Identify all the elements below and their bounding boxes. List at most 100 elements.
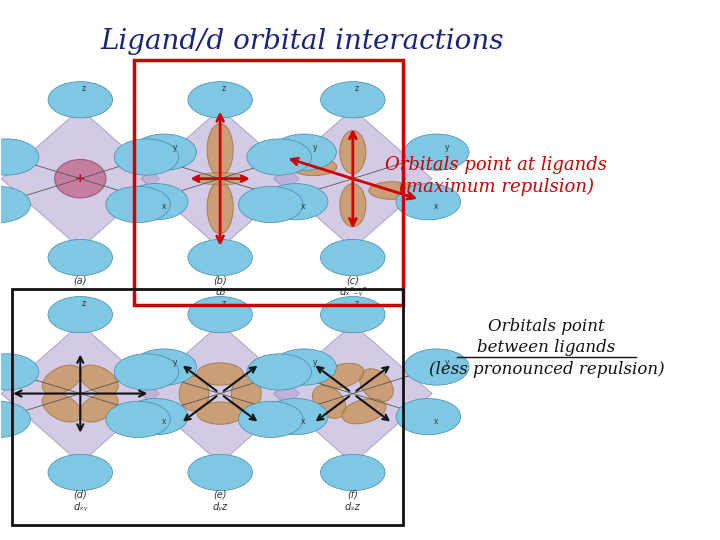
Ellipse shape	[55, 159, 106, 198]
Text: (maximum repulsion): (maximum repulsion)	[399, 178, 594, 196]
Ellipse shape	[320, 296, 385, 333]
Ellipse shape	[42, 365, 81, 394]
Text: (c): (c)	[346, 275, 359, 285]
Ellipse shape	[197, 363, 243, 385]
Ellipse shape	[197, 402, 243, 424]
Polygon shape	[274, 109, 432, 248]
Text: x: x	[434, 417, 438, 426]
Ellipse shape	[207, 124, 233, 176]
Text: (b): (b)	[213, 275, 227, 285]
Ellipse shape	[264, 184, 328, 220]
Ellipse shape	[132, 134, 197, 170]
Ellipse shape	[188, 454, 253, 491]
Polygon shape	[1, 323, 160, 463]
Text: Orbitals point: Orbitals point	[488, 318, 605, 335]
Ellipse shape	[79, 365, 118, 394]
Text: dₓᵧ: dₓᵧ	[73, 502, 87, 512]
Ellipse shape	[42, 393, 81, 422]
Text: (less pronounced repulsion): (less pronounced repulsion)	[428, 361, 665, 378]
Ellipse shape	[48, 239, 112, 276]
Text: x: x	[434, 202, 438, 211]
Text: (e): (e)	[213, 490, 227, 500]
Text: y: y	[312, 143, 317, 152]
Ellipse shape	[114, 354, 179, 390]
Ellipse shape	[124, 184, 188, 220]
Ellipse shape	[0, 139, 39, 175]
Ellipse shape	[360, 369, 393, 402]
Ellipse shape	[291, 158, 337, 176]
Polygon shape	[274, 323, 432, 463]
Ellipse shape	[231, 376, 261, 411]
Text: (a): (a)	[73, 275, 87, 285]
Ellipse shape	[0, 186, 30, 222]
Ellipse shape	[0, 354, 39, 390]
Text: x: x	[161, 202, 166, 211]
Text: d₂: d₂	[215, 287, 225, 297]
Text: z: z	[82, 299, 86, 308]
Bar	[12, 289, 403, 525]
Text: dₓ²₋ᵧ²: dₓ²₋ᵧ²	[339, 287, 366, 297]
Bar	[134, 60, 403, 305]
Text: (d): (d)	[73, 490, 87, 500]
Ellipse shape	[238, 401, 303, 437]
Text: y: y	[445, 357, 449, 367]
Ellipse shape	[271, 349, 336, 385]
Ellipse shape	[342, 399, 386, 424]
Ellipse shape	[247, 139, 312, 175]
Ellipse shape	[106, 186, 171, 222]
Text: z: z	[354, 299, 359, 308]
Ellipse shape	[320, 454, 385, 491]
Ellipse shape	[247, 354, 312, 390]
Ellipse shape	[179, 376, 209, 411]
Text: z: z	[354, 84, 359, 93]
Ellipse shape	[369, 182, 415, 199]
Text: z: z	[222, 84, 226, 93]
Ellipse shape	[340, 131, 366, 174]
Ellipse shape	[271, 134, 336, 170]
Ellipse shape	[320, 82, 385, 118]
Ellipse shape	[405, 134, 469, 170]
Ellipse shape	[396, 399, 461, 435]
Ellipse shape	[405, 349, 469, 385]
Ellipse shape	[124, 399, 188, 435]
Ellipse shape	[188, 296, 253, 333]
Text: x: x	[301, 417, 306, 426]
Text: (f): (f)	[347, 490, 359, 500]
Text: z: z	[82, 84, 86, 93]
Text: dₓz: dₓz	[345, 502, 361, 512]
Ellipse shape	[48, 454, 112, 491]
Ellipse shape	[320, 239, 385, 276]
Ellipse shape	[188, 239, 253, 276]
Ellipse shape	[207, 181, 233, 234]
Ellipse shape	[194, 172, 246, 185]
Text: y: y	[173, 357, 177, 367]
Ellipse shape	[340, 184, 366, 227]
Text: between ligands: between ligands	[477, 340, 616, 356]
Ellipse shape	[79, 393, 118, 422]
Text: dᵧz: dᵧz	[212, 502, 228, 512]
Ellipse shape	[48, 82, 112, 118]
Text: y: y	[173, 143, 177, 152]
Ellipse shape	[188, 82, 253, 118]
Ellipse shape	[264, 399, 328, 435]
Ellipse shape	[396, 184, 461, 220]
Text: Orbitals point at ligands: Orbitals point at ligands	[385, 156, 607, 174]
Ellipse shape	[320, 363, 364, 388]
Text: z: z	[222, 299, 226, 308]
Ellipse shape	[0, 401, 30, 437]
Ellipse shape	[114, 139, 179, 175]
Text: +: +	[75, 172, 86, 185]
Polygon shape	[1, 109, 160, 248]
Ellipse shape	[312, 386, 346, 418]
Ellipse shape	[106, 401, 171, 437]
Text: x: x	[301, 202, 306, 211]
Text: y: y	[445, 143, 449, 152]
Text: Ligand/d orbital interactions: Ligand/d orbital interactions	[101, 28, 505, 55]
Ellipse shape	[238, 186, 303, 222]
Ellipse shape	[132, 349, 197, 385]
Polygon shape	[141, 109, 300, 248]
Text: y: y	[312, 357, 317, 367]
Polygon shape	[141, 323, 300, 463]
Text: x: x	[161, 417, 166, 426]
Ellipse shape	[48, 296, 112, 333]
